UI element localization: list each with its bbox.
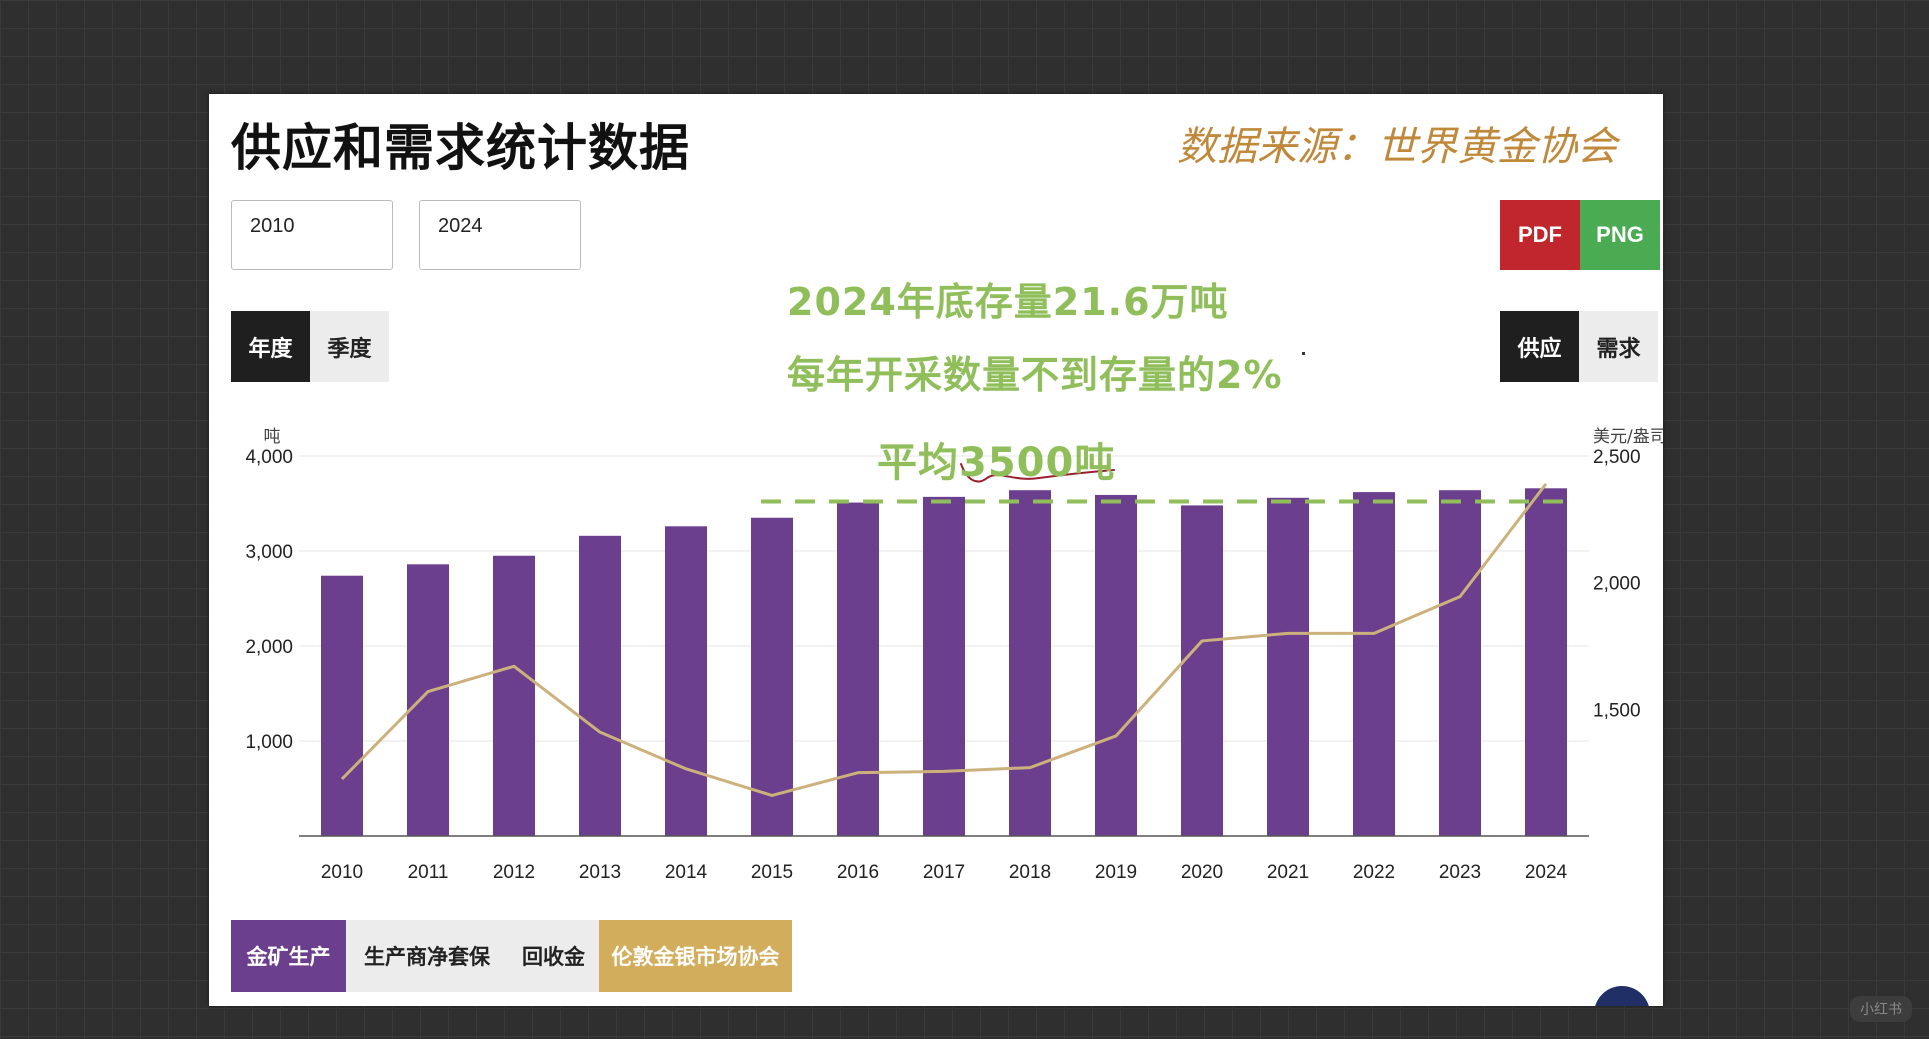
bar [1439, 490, 1481, 836]
page-title: 供应和需求统计数据 [231, 119, 690, 177]
x-tick-label: 2020 [1181, 862, 1223, 883]
floating-badge [1594, 986, 1650, 1006]
legend-mine-production[interactable]: 金矿生产 [231, 920, 346, 992]
bar [493, 555, 535, 836]
annual-toggle[interactable]: 年度 [231, 311, 310, 382]
bar [321, 575, 363, 836]
y-right-tick-label: 1,500 [1593, 700, 1641, 721]
x-tick-label: 2022 [1353, 862, 1395, 883]
legend-producer-hedging[interactable]: 生产商净套保 [346, 920, 508, 992]
legend-lbma[interactable]: 伦敦金银市场协会 [599, 920, 792, 992]
y-left-tick-label: 1,000 [245, 732, 293, 753]
y-left-tick-label: 3,000 [245, 542, 293, 563]
x-tick-label: 2013 [579, 862, 621, 883]
chart: 2010 2011 2012 2013 2014 2015 2016 2017 2018 2019… [245, 427, 1663, 883]
demand-toggle[interactable]: 需求 [1579, 311, 1658, 382]
start-year-input[interactable]: 2010 [231, 200, 393, 270]
line-series [340, 482, 1548, 797]
legend-recycled-gold[interactable]: 回收金 [508, 920, 599, 992]
x-tick-label: 2017 [923, 862, 965, 883]
chart-panel: 供应和需求统计数据 数据来源：世界黄金协会 2010 2024 PDF PNG … [209, 94, 1663, 1006]
bar [1267, 497, 1309, 836]
annotation-stock: 2024年底存量21.6万吨 [787, 280, 1229, 324]
x-tick-label: 2018 [1009, 862, 1051, 883]
x-tick-label: 2014 [665, 862, 708, 883]
price-line [340, 482, 1548, 797]
bar [1095, 494, 1137, 836]
bar [579, 535, 621, 836]
x-tick-label: 2010 [321, 862, 363, 883]
supply-toggle[interactable]: 供应 [1500, 311, 1579, 382]
x-tick-label: 2021 [1267, 862, 1309, 883]
data-source: 数据来源：世界黄金协会 [1177, 124, 1617, 170]
quarterly-toggle[interactable]: 季度 [310, 311, 389, 382]
y-left-tick-label: 2,000 [245, 637, 293, 658]
x-tick-label: 2015 [751, 862, 793, 883]
x-tick-label: 2012 [493, 862, 535, 883]
x-tick-label: 2019 [1095, 862, 1137, 883]
axes: 2010 2011 2012 2013 2014 2015 2016 2017 2018 2019… [245, 427, 1663, 883]
bar [665, 526, 707, 836]
bar [751, 517, 793, 836]
x-tick-label: 2023 [1439, 862, 1481, 883]
bar [1353, 492, 1395, 836]
bar [923, 496, 965, 836]
x-tick-label: 2011 [408, 862, 449, 883]
bar [1009, 490, 1051, 836]
bar-series [321, 488, 1567, 836]
bar [407, 564, 449, 836]
x-tick-label: 2024 [1525, 862, 1568, 883]
annotation-ratio: 每年开采数量不到存量的2% [787, 353, 1283, 397]
y-right-tick-label: 2,500 [1593, 447, 1641, 468]
stray-dot [1302, 352, 1305, 355]
y-right-axis-title: 美元/盎司 [1593, 427, 1663, 447]
bar [837, 502, 879, 836]
end-year-input[interactable]: 2024 [419, 200, 581, 270]
handwritten-underline [960, 463, 1115, 483]
annotation-average: 平均3500吨 [877, 440, 1116, 486]
y-left-axis-title: 吨 [264, 427, 281, 447]
pdf-export-button[interactable]: PDF [1500, 200, 1580, 270]
bar [1181, 505, 1223, 836]
y-left-tick-label: 4,000 [245, 447, 293, 468]
x-tick-label: 2016 [837, 862, 879, 883]
bar [1525, 488, 1567, 836]
y-right-tick-label: 2,000 [1593, 574, 1641, 595]
watermark: 小红书 [1850, 996, 1912, 1022]
png-export-button[interactable]: PNG [1580, 200, 1660, 270]
